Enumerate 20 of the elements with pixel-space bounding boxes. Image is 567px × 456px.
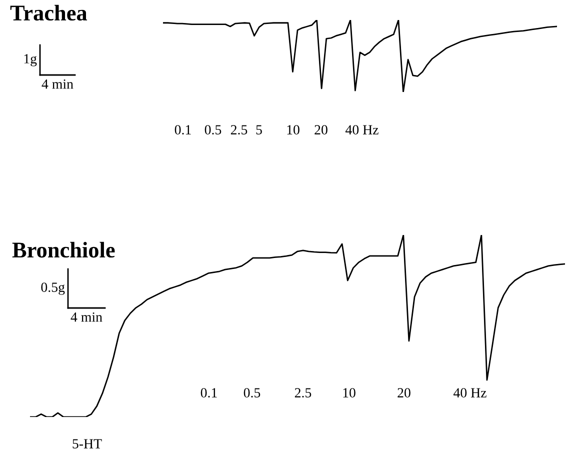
text: 1g	[24, 54, 37, 66]
text: 4 min	[42, 79, 74, 89]
annotation: 4 min	[70, 312, 102, 322]
text: 2.5	[230, 125, 248, 135]
annotation: 0.5	[244, 388, 260, 398]
annotation: 2.5	[294, 388, 312, 398]
text: 10	[287, 125, 300, 134]
annotation: 0.5g	[41, 282, 65, 295]
text: 40 Hz	[345, 125, 378, 134]
text: 0.1	[174, 125, 191, 135]
chart-title: Trachea	[10, 4, 88, 21]
annotation: 20	[398, 388, 410, 398]
annotation: 40 Hz	[453, 388, 486, 398]
text: 20	[314, 125, 328, 134]
annotation: 10	[343, 388, 356, 398]
text: 5-HT	[72, 439, 102, 448]
text: 5	[256, 125, 262, 134]
annotation: 0.1	[200, 388, 217, 398]
text: 0.5	[204, 125, 222, 135]
chart-title: Bronchiole	[12, 242, 115, 258]
